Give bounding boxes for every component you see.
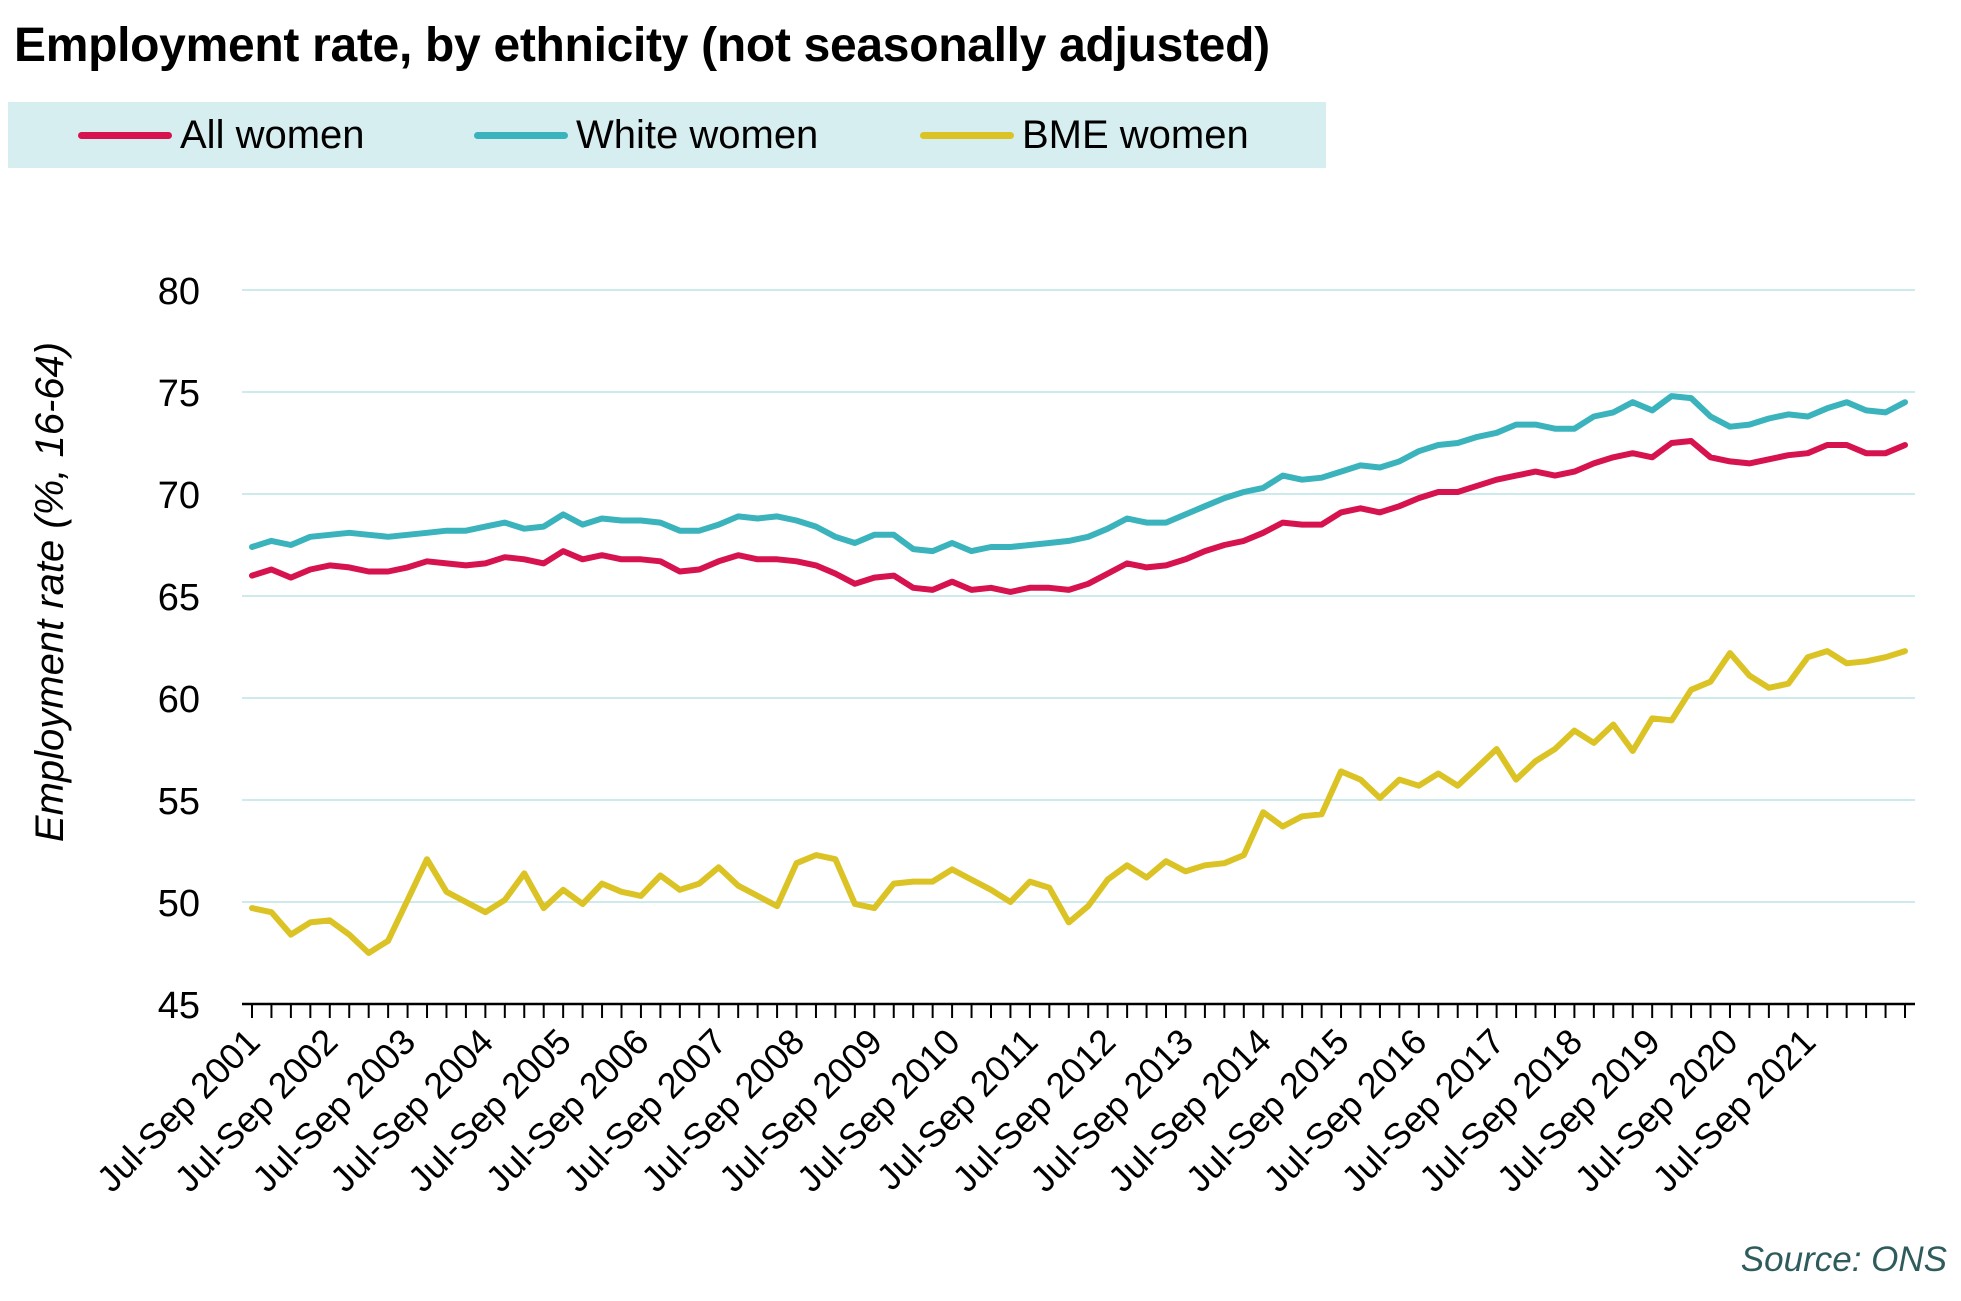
y-tick-label: 55 [158, 781, 200, 823]
legend-item-bme-women: BME women [920, 102, 1249, 168]
y-tick-label: 75 [158, 373, 200, 415]
legend-label-all-women: All women [180, 112, 365, 157]
legend-item-white-women: White women [474, 102, 818, 168]
series-lines [249, 393, 1908, 956]
y-tick-label: 45 [158, 985, 200, 1027]
legend-swatch-all-women [78, 131, 172, 139]
legend-label-white-women: White women [576, 112, 819, 157]
y-tick-label: 50 [158, 883, 200, 925]
source-note: Source: ONS [1740, 1240, 1947, 1279]
legend-swatch-bme-women [920, 131, 1014, 139]
y-tick-label: 65 [158, 577, 200, 619]
series-line-all-women [249, 438, 1908, 595]
series-line-bme-women [249, 648, 1908, 956]
gridlines [242, 289, 1915, 903]
y-tick-label: 60 [158, 679, 200, 721]
y-tick-labels: 45 50 55 60 65 70 75 80 [158, 271, 200, 1027]
legend: All women White women BME women [8, 102, 1326, 168]
legend-label-bme-women: BME women [1022, 112, 1249, 157]
y-tick-label: 80 [158, 271, 200, 313]
y-tick-label: 70 [158, 475, 200, 517]
x-axis [242, 1002, 1915, 1018]
y-axis-label: Employment rate (%, 16-64) [28, 342, 72, 842]
chart-title: Employment rate, by ethnicity (not seaso… [14, 19, 1270, 72]
series-line-white-women [249, 393, 1908, 555]
legend-item-all-women: All women [78, 102, 365, 168]
legend-swatch-white-women [474, 131, 568, 139]
